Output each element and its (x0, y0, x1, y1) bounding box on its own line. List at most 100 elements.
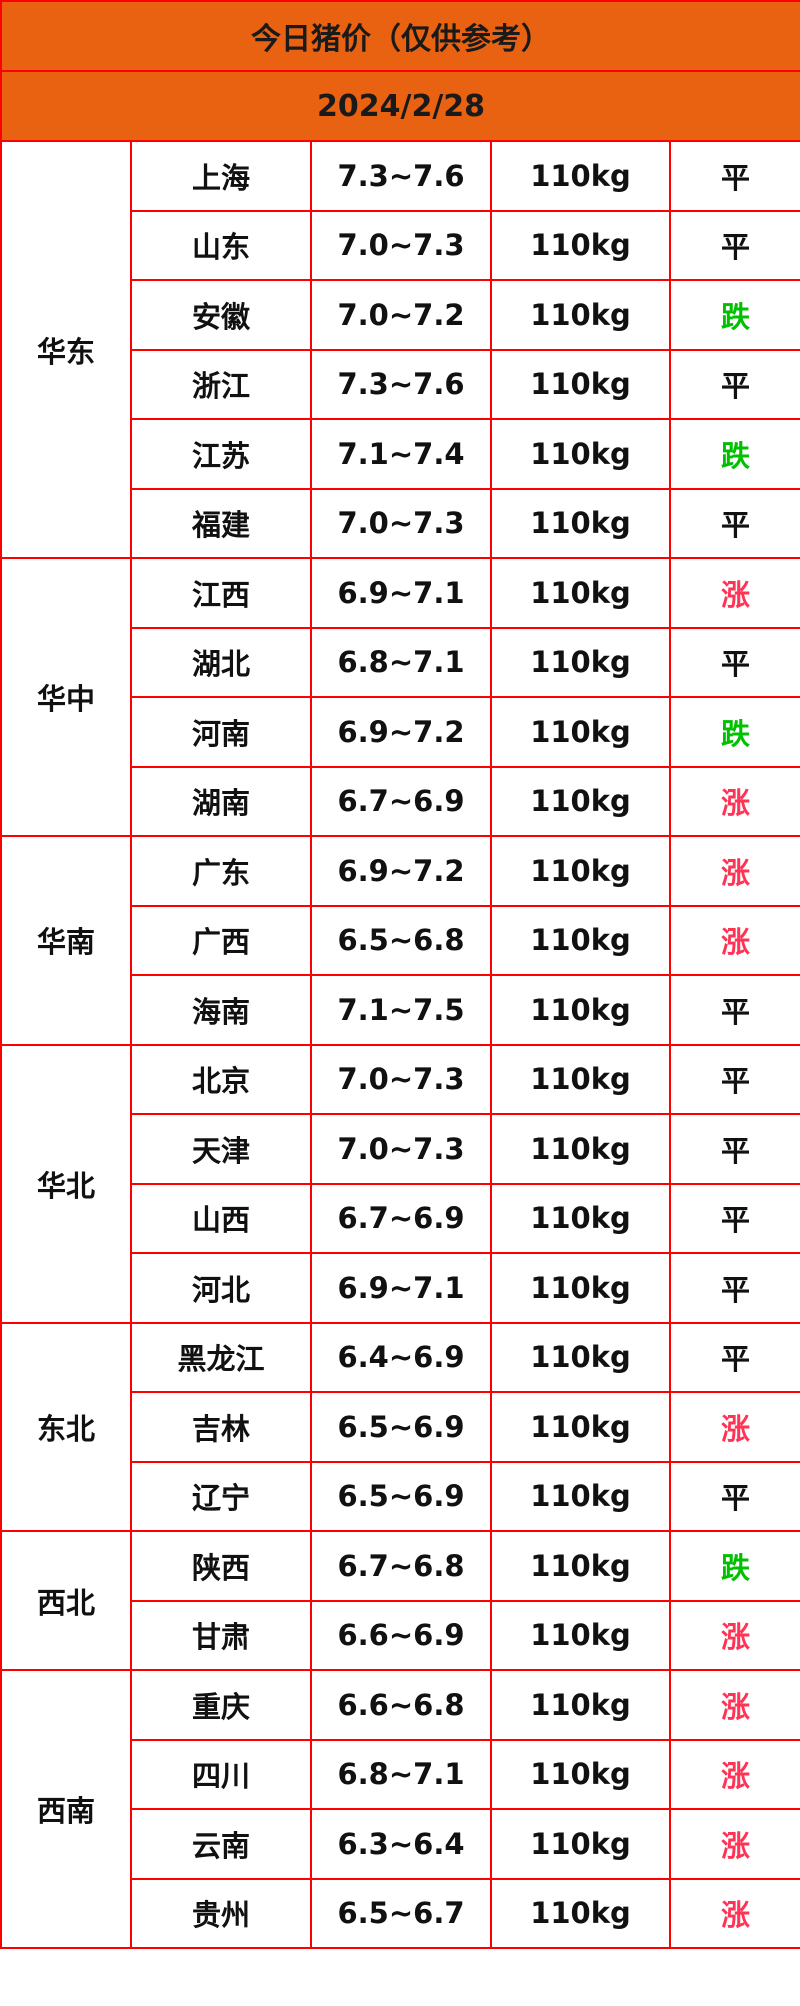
weight-cell: 110kg (490, 418, 671, 490)
table-row: 海南 7.1~7.5 110kg 平 (1, 974, 800, 1046)
weight-cell: 110kg (490, 1391, 671, 1463)
trend-cell: 平 (668, 348, 800, 420)
province-cell: 重庆 (130, 1669, 312, 1741)
weight-cell: 110kg (490, 1252, 671, 1324)
trend-cell: 跌 (668, 696, 800, 768)
weight-cell: 110kg (490, 904, 671, 976)
table-title: 今日猪价（仅供参考） (0, 0, 800, 72)
trend-cell: 平 (668, 626, 800, 698)
price-cell: 7.3~7.6 (310, 348, 492, 420)
table-row: 西南 重庆 6.6~6.8 110kg 涨 (0, 1669, 800, 1949)
weight-cell: 110kg (490, 1182, 671, 1254)
trend-cell: 涨 (668, 557, 800, 629)
price-cell: 6.8~7.1 (310, 1738, 492, 1810)
weight-cell: 110kg (490, 626, 671, 698)
weight-cell: 110kg (490, 835, 671, 907)
table-row: 天津 7.0~7.3 110kg 平 (1, 1113, 800, 1185)
province-cell: 贵州 (130, 1877, 312, 1949)
weight-cell: 110kg (490, 1043, 671, 1115)
trend-cell: 涨 (668, 904, 800, 976)
table-row: 东北 黑龙江 6.4~6.9 110kg 平 (0, 1321, 800, 1532)
price-cell: 6.4~6.9 (310, 1321, 492, 1393)
trend-cell: 涨 (668, 1391, 800, 1463)
weight-cell: 110kg (490, 696, 671, 768)
trend-cell: 涨 (668, 1738, 800, 1810)
province-cell: 云南 (130, 1808, 312, 1880)
weight-cell: 110kg (490, 1599, 671, 1671)
price-cell: 7.0~7.3 (310, 209, 492, 281)
price-cell: 6.5~6.8 (310, 904, 492, 976)
weight-cell: 110kg (490, 348, 671, 420)
trend-cell: 涨 (668, 835, 800, 907)
price-cell: 6.7~6.8 (310, 1530, 492, 1602)
weight-cell: 110kg (490, 1738, 671, 1810)
table-row: 华南 广东 6.9~7.2 110kg 涨 (0, 835, 800, 1046)
trend-cell: 平 (668, 974, 800, 1046)
table-row: 安徽 7.0~7.2 110kg 跌 (1, 279, 800, 351)
region-cell: 华南 (0, 835, 132, 1046)
table-row: 福建 7.0~7.3 110kg 平 (1, 487, 800, 559)
price-cell: 6.8~7.1 (310, 626, 492, 698)
trend-cell: 平 (668, 1252, 800, 1324)
weight-cell: 110kg (490, 1808, 671, 1880)
price-cell: 6.7~6.9 (310, 1182, 492, 1254)
weight-cell: 110kg (490, 974, 671, 1046)
table-row: 湖北 6.8~7.1 110kg 平 (1, 626, 800, 698)
region-cell: 西南 (0, 1669, 132, 1949)
region-cell: 西北 (0, 1530, 132, 1671)
pig-price-table: 今日猪价（仅供参考） 2024/2/28 华东 上海 7.3~7.6 110kg 平山东… (0, 0, 800, 1949)
trend-cell: 跌 (668, 418, 800, 490)
weight-cell: 110kg (490, 765, 671, 837)
province-cell: 甘肃 (130, 1599, 312, 1671)
table-row: 四川 6.8~7.1 110kg 涨 (1, 1738, 800, 1810)
price-cell: 7.0~7.3 (310, 1043, 492, 1115)
province-cell: 福建 (130, 487, 312, 559)
region-cell: 华东 (0, 140, 132, 559)
weight-cell: 110kg (490, 1460, 671, 1532)
province-cell: 广东 (130, 835, 312, 907)
table-row: 山东 7.0~7.3 110kg 平 (1, 209, 800, 281)
trend-cell: 涨 (668, 1599, 800, 1671)
region-cell: 华中 (0, 557, 132, 837)
province-cell: 广西 (130, 904, 312, 976)
table-row: 广西 6.5~6.8 110kg 涨 (1, 904, 800, 976)
province-cell: 四川 (130, 1738, 312, 1810)
table-row: 辽宁 6.5~6.9 110kg 平 (1, 1460, 800, 1532)
weight-cell: 110kg (490, 1877, 671, 1949)
trend-cell: 平 (668, 1182, 800, 1254)
province-cell: 江苏 (130, 418, 312, 490)
trend-cell: 平 (668, 487, 800, 559)
table-row: 云南 6.3~6.4 110kg 涨 (1, 1808, 800, 1880)
province-cell: 江西 (130, 557, 312, 629)
trend-cell: 平 (668, 1113, 800, 1185)
weight-cell: 110kg (490, 1113, 671, 1185)
price-cell: 6.6~6.8 (310, 1669, 492, 1741)
province-cell: 湖北 (130, 626, 312, 698)
weight-cell: 110kg (490, 1321, 671, 1393)
price-cell: 6.9~7.2 (310, 835, 492, 907)
weight-cell: 110kg (490, 487, 671, 559)
price-cell: 7.0~7.2 (310, 279, 492, 351)
province-cell: 上海 (130, 140, 312, 212)
weight-cell: 110kg (490, 279, 671, 351)
trend-cell: 平 (668, 209, 800, 281)
weight-cell: 110kg (490, 1530, 671, 1602)
table-row: 华东 上海 7.3~7.6 110kg 平 (0, 140, 800, 559)
price-cell: 6.9~7.1 (310, 1252, 492, 1324)
table-row: 华北 北京 7.0~7.3 110kg 平 (0, 1043, 800, 1324)
table-row: 西北 陕西 6.7~6.8 110kg 跌 (0, 1530, 800, 1671)
table-row: 甘肃 6.6~6.9 110kg 涨 (1, 1599, 800, 1671)
trend-cell: 跌 (668, 1530, 800, 1602)
trend-cell: 平 (668, 140, 800, 212)
price-cell: 6.9~7.2 (310, 696, 492, 768)
trend-cell: 涨 (668, 1808, 800, 1880)
region-cell: 东北 (0, 1321, 132, 1532)
province-cell: 山东 (130, 209, 312, 281)
table-row: 华中 江西 6.9~7.1 110kg 涨 (0, 557, 800, 837)
price-cell: 7.1~7.4 (310, 418, 492, 490)
price-cell: 6.5~6.7 (310, 1877, 492, 1949)
province-cell: 天津 (130, 1113, 312, 1185)
price-cell: 7.3~7.6 (310, 140, 492, 212)
table-row: 贵州 6.5~6.7 110kg 涨 (1, 1877, 800, 1949)
province-cell: 陕西 (130, 1530, 312, 1602)
